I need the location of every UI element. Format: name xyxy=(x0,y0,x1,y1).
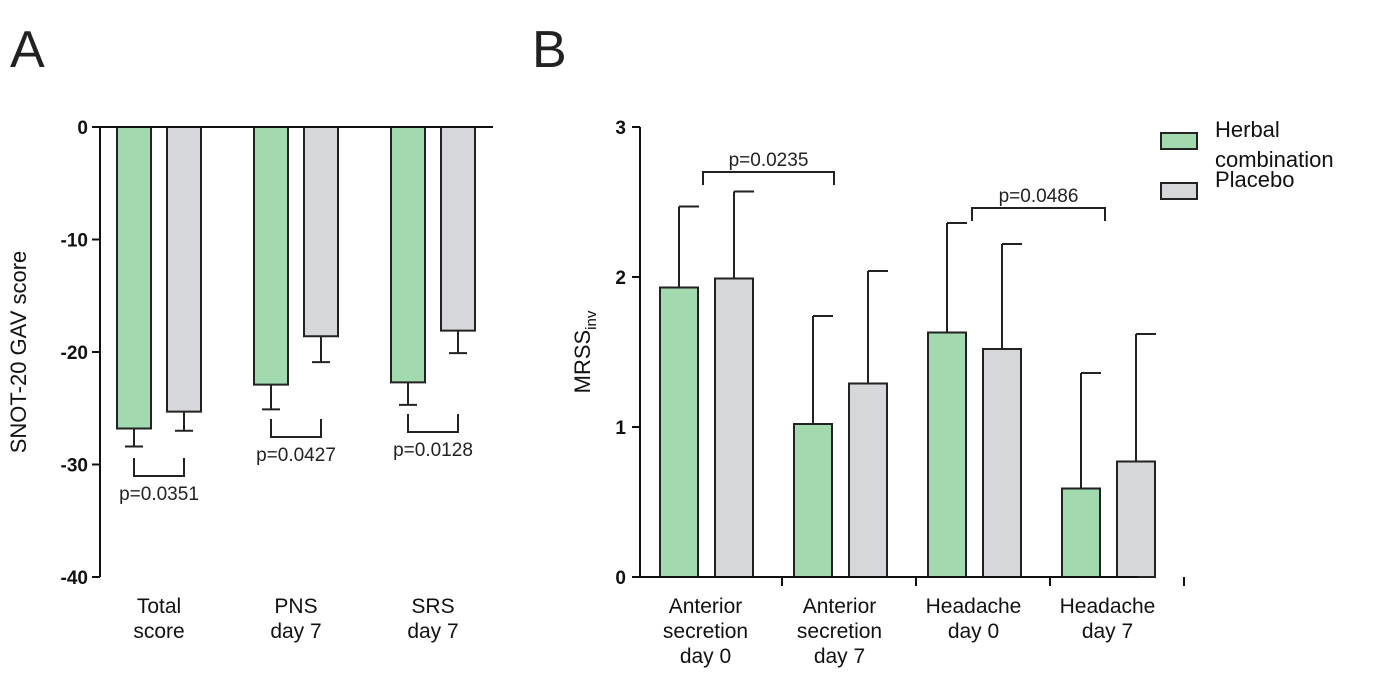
bar-b-s0-c0 xyxy=(659,286,699,578)
significance-bracket-a xyxy=(270,419,322,438)
panel-b-letter: B xyxy=(532,21,567,79)
x-category-label-b: day 7 xyxy=(814,645,865,668)
bar-b-s1-c0 xyxy=(714,277,754,578)
bar-b-s0-c2 xyxy=(927,331,967,578)
y-tick-label-b: 0 xyxy=(615,568,626,589)
chart-a: 0 -10 -20 -30 -40 SNOT-20 GAV score Totalscore… xyxy=(6,118,493,643)
p-value-label-a: p=0.0128 xyxy=(393,440,473,461)
y-axis-label-a: SNOT-20 GAV score xyxy=(6,251,31,454)
x-category-label-b: Anterior xyxy=(803,595,877,618)
legend-swatch-1 xyxy=(1160,182,1198,200)
x-category-label-b: Anterior xyxy=(669,595,743,618)
y-tick-label-a: -40 xyxy=(61,568,88,589)
legend-swatch-0 xyxy=(1160,132,1198,150)
y-tick-label-a: 0 xyxy=(77,118,88,139)
significance-bracket-a xyxy=(133,458,185,477)
x-category-label-b: day 0 xyxy=(948,620,999,643)
x-category-label-a: day 7 xyxy=(407,620,458,643)
p-value-label-b: p=0.0235 xyxy=(729,150,809,171)
significance-bracket-a xyxy=(407,414,459,433)
y-tick-label-b: 3 xyxy=(615,118,626,139)
y-tick-label-b: 1 xyxy=(615,418,626,439)
x-category-label-b: day 0 xyxy=(680,645,731,668)
y-tick-label-a: -10 xyxy=(61,231,88,252)
bar-b-s0-c3 xyxy=(1061,487,1101,578)
x-category-label-b: secretion xyxy=(797,620,882,643)
y-axis-label-b-main: MRSS xyxy=(570,330,595,394)
p-value-label-a: p=0.0427 xyxy=(256,445,336,466)
x-category-label-a: PNS xyxy=(274,595,317,618)
bar-a-s0-c1 xyxy=(253,126,289,386)
legend-label: combination xyxy=(1215,147,1334,172)
bar-b-s1-c3 xyxy=(1116,460,1156,578)
significance-bracket-b xyxy=(702,171,835,185)
y-tick-label-a: -20 xyxy=(61,343,88,364)
y-axis-label-b-sub: inv xyxy=(583,310,600,330)
legend-label: Herbal xyxy=(1215,117,1280,142)
bar-b-s0-c1 xyxy=(793,423,833,578)
legend-label: Placebo xyxy=(1215,167,1295,192)
panel-a-letter: A xyxy=(10,21,45,79)
x-category-label-a: score xyxy=(133,620,184,643)
bar-a-s1-c2 xyxy=(440,126,476,332)
x-category-label-a: Total xyxy=(137,595,181,618)
p-value-label-b: p=0.0486 xyxy=(999,186,1079,207)
y-tick-label-a: -30 xyxy=(61,456,88,477)
x-category-label-b: secretion xyxy=(663,620,748,643)
bar-a-s1-c0 xyxy=(166,126,202,413)
x-category-label-a: SRS xyxy=(411,595,454,618)
bar-a-s0-c0 xyxy=(116,126,152,430)
y-tick-label-b: 2 xyxy=(615,268,626,289)
bar-b-s1-c1 xyxy=(848,382,888,578)
significance-bracket-b xyxy=(971,207,1106,221)
bar-a-s1-c1 xyxy=(303,126,339,338)
x-category-label-b: Headache xyxy=(1060,595,1156,618)
x-category-label-a: day 7 xyxy=(270,620,321,643)
x-category-label-b: Headache xyxy=(926,595,1022,618)
x-category-label-b: day 7 xyxy=(1082,620,1133,643)
bar-b-s1-c2 xyxy=(982,348,1022,578)
bar-a-s0-c2 xyxy=(390,126,426,384)
p-value-label-a: p=0.0351 xyxy=(119,484,199,505)
y-axis-label-b: MRSSinv xyxy=(570,310,600,393)
